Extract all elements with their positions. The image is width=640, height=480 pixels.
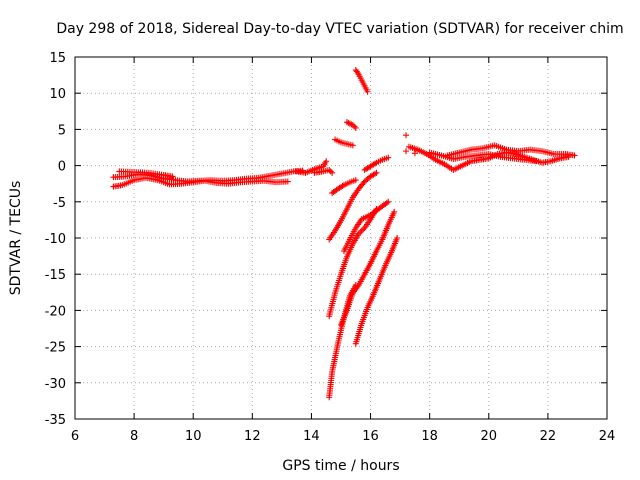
series-arc-right-mid (426, 149, 540, 165)
data-point (329, 169, 336, 176)
x-tick-label: 24 (599, 429, 616, 444)
axes: 6 8 10 12 14 16 18 20 22 24 -35 -30 -25 -20 -15 -10 -5 0 5… (45, 51, 616, 444)
x-tick-label: 12 (244, 429, 261, 444)
y-tick-label: -10 (45, 232, 66, 247)
series-arc-drop-a (326, 169, 380, 243)
y-tick-label: 15 (49, 51, 66, 66)
series-arc-drop-f (340, 198, 392, 255)
data-point (358, 227, 365, 234)
data-point (360, 226, 367, 233)
data-point (349, 142, 356, 149)
data-point (373, 169, 380, 176)
data-point (533, 158, 540, 165)
data-point (169, 173, 176, 180)
y-tick-label: 10 (49, 87, 66, 102)
data-points (110, 67, 578, 401)
series-arc-mid-d (332, 136, 356, 149)
y-tick-label: -5 (53, 196, 66, 211)
y-tick-label: -35 (45, 413, 66, 428)
series-arc-spike-top (352, 67, 371, 95)
data-point (346, 120, 353, 127)
data-point (571, 152, 578, 159)
data-point (323, 158, 330, 165)
series-arc-mid-b (311, 166, 336, 176)
data-point (360, 179, 367, 186)
chart-title: Day 298 of 2018, Sidereal Day-to-day VTE… (56, 21, 623, 37)
y-tick-label: 0 (58, 160, 66, 175)
data-point (364, 88, 371, 95)
y-tick-label: 5 (58, 123, 66, 138)
x-tick-label: 18 (421, 429, 438, 444)
x-tick-label: 6 (71, 429, 79, 444)
data-point (354, 69, 361, 76)
data-point (385, 154, 392, 161)
y-tick-label: -30 (45, 377, 66, 392)
series-arc-left-lower (110, 174, 291, 190)
y-tick-label: -20 (45, 304, 66, 319)
data-point (394, 235, 401, 241)
grid (75, 57, 607, 419)
y-tick-label: -15 (45, 268, 66, 283)
series-isolated (403, 132, 418, 157)
series-arc-left-upper (116, 168, 176, 180)
series-arc-drop-d (338, 208, 398, 328)
data-point (284, 178, 291, 185)
data-point (352, 124, 359, 131)
series-arc-right-upper (444, 142, 578, 159)
series-arc-mid-c (343, 119, 359, 131)
x-tick-label: 22 (540, 429, 557, 444)
x-tick-label: 8 (130, 429, 138, 444)
x-tick-label: 20 (481, 429, 498, 444)
x-tick-label: 14 (303, 429, 320, 444)
data-point (327, 168, 334, 175)
x-tick-label: 16 (362, 429, 379, 444)
x-axis-label: GPS time / hours (282, 458, 399, 474)
series-arc-mid-a (293, 158, 330, 176)
data-point (411, 150, 418, 157)
data-point (403, 132, 410, 139)
data-point (385, 198, 392, 205)
x-tick-label: 10 (185, 429, 202, 444)
data-point (391, 208, 398, 215)
data-point (352, 177, 359, 184)
series-arc-drop-e (352, 235, 401, 347)
series-arc-mid-f (329, 177, 359, 197)
data-point (403, 148, 410, 155)
series-arc-mid-e (361, 154, 392, 173)
y-axis-label: SDTVAR / TECUs (8, 181, 24, 296)
y-tick-label: -25 (45, 341, 66, 356)
